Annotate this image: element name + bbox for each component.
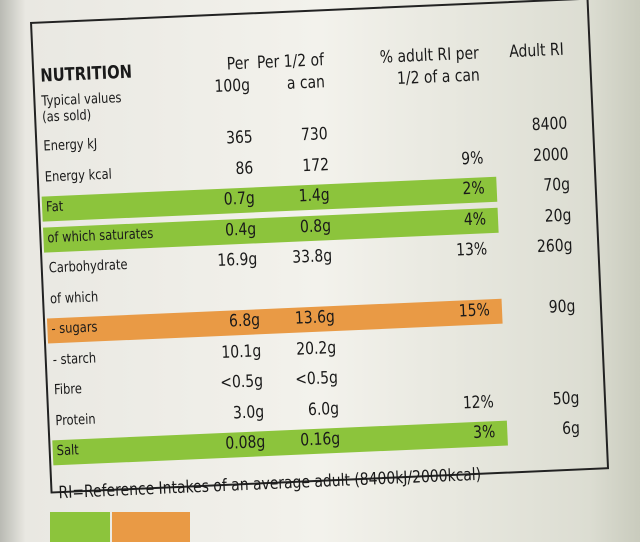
row-label: Energy kJ <box>43 136 98 155</box>
row-label: Carbohydrate <box>48 256 128 277</box>
cell: 6.8g <box>228 310 261 332</box>
cell: 1.4g <box>298 185 331 207</box>
cell: 20.2g <box>296 337 337 360</box>
row-label: Salt <box>56 442 80 460</box>
cell: 13.6g <box>294 306 336 329</box>
subtitle: Typical values (as sold) <box>41 90 122 126</box>
row-label: Fat <box>45 198 64 216</box>
cell: <0.5g <box>219 371 264 394</box>
column-header: Per 1/2 of a can <box>256 50 326 94</box>
cell: 730 <box>300 124 328 146</box>
cell: 15% <box>458 300 491 322</box>
footnote: RI=Reference Intakes of an average adult… <box>58 464 482 503</box>
row-label: - sugars <box>51 319 98 338</box>
cell: 365 <box>225 127 253 149</box>
cell: 8400 <box>531 113 568 136</box>
cell: 12% <box>462 391 495 413</box>
cell: 16.9g <box>217 249 259 272</box>
row-label: Energy kcal <box>44 166 113 185</box>
cell: 13% <box>455 239 488 261</box>
row-label: of which <box>49 288 99 307</box>
cell: 2000 <box>532 144 569 166</box>
cell: 0.7g <box>223 188 256 210</box>
cell: 6g <box>562 418 581 440</box>
title: NUTRITION <box>39 61 133 87</box>
cell: 20g <box>543 205 572 227</box>
cell: 9% <box>460 147 484 169</box>
row-label: - starch <box>52 349 97 368</box>
row-label: Fibre <box>53 381 83 399</box>
cell: 0.08g <box>225 432 266 454</box>
cell: 86 <box>235 157 255 179</box>
highlight-band <box>52 420 508 466</box>
cell: 172 <box>301 154 329 176</box>
cell: 4% <box>463 208 487 230</box>
badge <box>50 512 110 542</box>
column-header: Adult RI <box>508 39 565 63</box>
cell: 50g <box>551 387 580 410</box>
cell: 6.0g <box>307 398 340 420</box>
cell: 260g <box>536 235 573 258</box>
column-header: Per 100g <box>214 53 251 98</box>
cell: 0.8g <box>299 215 332 237</box>
cell: 70g <box>542 174 571 196</box>
cell: 33.8g <box>292 246 333 268</box>
column-header: % adult RI per 1/2 of a can <box>379 43 481 90</box>
cell: 0.4g <box>224 218 257 241</box>
cell: 3.0g <box>232 401 265 423</box>
cell: 2% <box>462 178 486 200</box>
row-label: Protein <box>55 411 96 429</box>
cell: 3% <box>472 422 496 444</box>
cell: 90g <box>547 296 576 318</box>
nutrition-label: NUTRITION Typical values (as sold) Per 1… <box>30 0 610 503</box>
cell: 0.16g <box>300 428 341 451</box>
highlight-band <box>46 298 503 344</box>
cell: 10.1g <box>221 340 262 363</box>
badge <box>112 512 190 542</box>
cell: <0.5g <box>294 367 339 390</box>
